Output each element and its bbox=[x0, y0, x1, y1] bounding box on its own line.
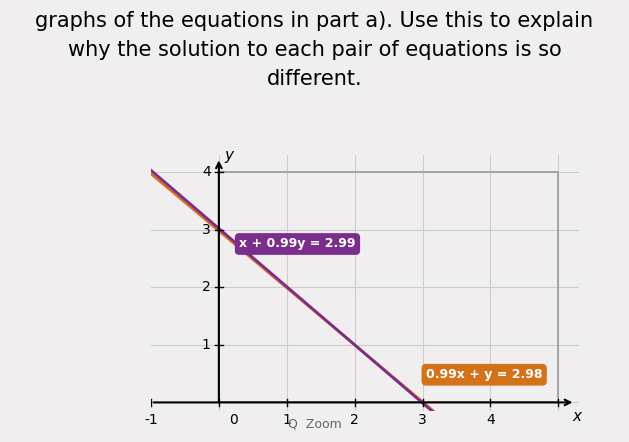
Text: different.: different. bbox=[267, 69, 362, 88]
Text: graphs of the equations in part a). Use this to explain: graphs of the equations in part a). Use … bbox=[35, 11, 594, 31]
Text: 1: 1 bbox=[202, 338, 211, 352]
Text: 4: 4 bbox=[486, 413, 495, 427]
Text: 2: 2 bbox=[202, 280, 211, 294]
Text: 3: 3 bbox=[418, 413, 427, 427]
Text: x: x bbox=[573, 409, 582, 424]
Text: Q  Zoom: Q Zoom bbox=[287, 418, 342, 431]
Text: 0.99x + y = 2.98: 0.99x + y = 2.98 bbox=[426, 368, 542, 381]
Text: why the solution to each pair of equations is so: why the solution to each pair of equatio… bbox=[68, 40, 561, 60]
Text: y: y bbox=[225, 149, 233, 164]
Bar bbox=[219, 172, 559, 402]
Text: x + 0.99y = 2.99: x + 0.99y = 2.99 bbox=[239, 237, 356, 251]
Text: 1: 1 bbox=[282, 413, 291, 427]
Text: 3: 3 bbox=[202, 223, 211, 236]
Text: 0: 0 bbox=[229, 413, 238, 427]
Text: 4: 4 bbox=[202, 165, 211, 179]
Text: 2: 2 bbox=[350, 413, 359, 427]
Text: -1: -1 bbox=[144, 413, 158, 427]
